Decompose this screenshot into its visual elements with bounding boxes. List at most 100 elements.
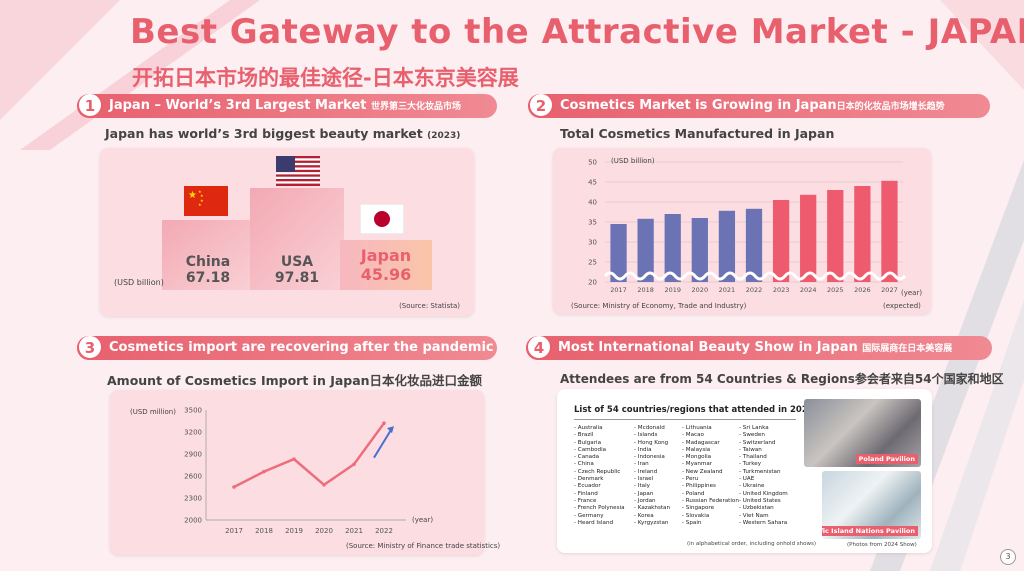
section1-sub-text: Japan has world’s 3rd biggest beauty mar…: [105, 126, 423, 141]
section3-heading: 3 Cosmetics import are recovering after …: [77, 336, 497, 360]
podium-japan-country: Japan: [360, 246, 412, 265]
section3-panel: 2000 2300 2600 2900 3200 3500 2017 2018 2019 2020…: [110, 390, 500, 555]
svg-text:★: ★: [198, 189, 202, 194]
bar-ytick: 45: [588, 179, 597, 187]
country-column-4: Sri LankaSwedenSwitzerlandTaiwanThailand…: [739, 425, 788, 527]
bar-xtick: 2027: [881, 286, 898, 294]
line-ytick: 2000: [184, 517, 202, 525]
line-ytick: 3200: [184, 429, 202, 437]
bar-ytick: 30: [588, 239, 597, 247]
section1-panel: ★ ★ ★ ★ ★ (USD billion) China 67.18 USA …: [100, 148, 474, 316]
country-item: Peru: [682, 476, 739, 483]
country-item: Switzerland: [739, 440, 788, 447]
section3-unit: (USD million): [130, 408, 176, 416]
country-item: Finland: [574, 491, 625, 498]
bar-xtick: 2018: [637, 286, 654, 294]
bar-ytick: 35: [588, 219, 597, 227]
country-item: Kyrgyzstan: [634, 520, 670, 527]
country-item: Cambodia: [574, 447, 625, 454]
country-item: Bulgaria: [574, 440, 625, 447]
bar-wave-decoration: [603, 271, 907, 281]
bar-2020: [691, 218, 708, 282]
page-number: 3: [1000, 549, 1016, 565]
section2-number: 2: [528, 94, 554, 118]
china-flag-icon: ★ ★ ★ ★ ★: [184, 186, 228, 216]
section1-unit: (USD billion): [114, 278, 164, 287]
country-item: Japan: [634, 491, 670, 498]
growth-arrow-icon: [373, 427, 393, 459]
bar-xtick: 2023: [773, 286, 790, 294]
country-item: Czech Republic: [574, 469, 625, 476]
photo-pacific-pavilion: Pacific Island Nations Pavilion: [822, 471, 921, 539]
country-item: United States: [739, 498, 788, 505]
svg-text:★: ★: [198, 202, 202, 207]
country-item: Sri Lanka: [739, 425, 788, 432]
section1-sub-year: (2023): [427, 131, 461, 141]
country-item: Germany: [574, 513, 625, 520]
svg-text:★: ★: [200, 198, 204, 203]
country-item: New Zealand: [682, 469, 739, 476]
bar-2023: [772, 200, 790, 282]
country-item: Islands: [634, 432, 670, 439]
section2-panel: 20 25 30 35 40 45 50 2017 2018 2019 2020 2021 2022 20…: [553, 148, 931, 314]
section1-heading-cn: 世界第三大化妆品市场: [371, 102, 462, 112]
photo1-caption: Poland Pavilion: [855, 454, 918, 464]
section1-number: 1: [77, 94, 103, 118]
section3-heading-text: Cosmetics import are recovering after th…: [109, 340, 494, 355]
section2-source: (Source: Ministry of Economy, Trade and …: [571, 302, 747, 310]
bar-xtick: 2021: [719, 286, 736, 294]
country-column-1: AustraliaBrazilBulgariaCambodiaCanadaChi…: [574, 425, 625, 527]
page-title: Best Gateway to the Attractive Market - …: [130, 12, 1024, 52]
country-column-2: McdonaldIslandsHong KongIndiaIndonesiaIr…: [634, 425, 670, 527]
section3-year-label: (year): [412, 516, 434, 524]
country-item: Sweden: [739, 432, 788, 439]
line-ytick: 2300: [184, 495, 202, 503]
line-xtick: 2017: [225, 527, 243, 535]
section4-heading-cn: 国际展商在日本美容展: [862, 344, 953, 354]
svg-text:★: ★: [188, 190, 197, 201]
podium-usa-country: USA: [280, 254, 314, 270]
country-item: Russian Federation: [682, 498, 739, 505]
line-xtick: 2022: [375, 527, 393, 535]
line-xtick: 2018: [255, 527, 273, 535]
section4-photo-note: (Photos from 2024 Show): [847, 542, 917, 548]
country-item: Poland: [682, 491, 739, 498]
country-item: Kazakhstan: [634, 505, 670, 512]
bar-2027: [881, 180, 898, 282]
line-chart: 2000 2300 2600 2900 3200 3500 2017 2018 2019 2020…: [184, 407, 406, 535]
section4-subheading: Attendees are from 54 Countries & Region…: [560, 372, 1004, 386]
country-item: Canada: [574, 454, 625, 461]
section1-heading: 1 Japan – World’s 3rd Largest Market 世界第…: [77, 94, 497, 118]
section2-expected: (expected): [883, 302, 921, 310]
line-ytick: 2900: [184, 451, 202, 459]
country-list-divider: [574, 419, 796, 420]
bar-xtick: 2024: [800, 286, 817, 294]
podium-japan-value: 45.96: [360, 265, 412, 284]
line-ytick: 3500: [184, 407, 202, 415]
import-series-line: [233, 422, 386, 489]
country-item: Uzbekistan: [739, 505, 788, 512]
country-item: Thailand: [739, 454, 788, 461]
bar-2025: [827, 190, 844, 282]
podium-china-country: China: [185, 254, 231, 270]
country-item: Heard Island: [574, 520, 625, 527]
japan-flag-icon: [360, 204, 404, 234]
line-point-2019: [292, 457, 296, 461]
line-xtick: 2020: [315, 527, 333, 535]
usa-flag-icon: [276, 156, 320, 186]
section2-unit: (USD billion): [611, 157, 655, 165]
bar-xtick: 2026: [854, 286, 871, 294]
country-item: Jordan: [634, 498, 670, 505]
country-item: Israel: [634, 476, 670, 483]
country-item: Indonesia: [634, 454, 670, 461]
podium-usa: USA 97.81: [260, 254, 334, 286]
country-item: Macao: [682, 432, 739, 439]
country-item: France: [574, 498, 625, 505]
bar-xtick: 2017: [610, 286, 627, 294]
country-item: Viet Nam: [739, 513, 788, 520]
line-point-2021: [352, 462, 356, 467]
section4-panel: List of 54 countries/regions that attend…: [557, 389, 932, 553]
bar-ytick: 25: [588, 259, 597, 267]
country-item: Western Sahara: [739, 520, 788, 527]
